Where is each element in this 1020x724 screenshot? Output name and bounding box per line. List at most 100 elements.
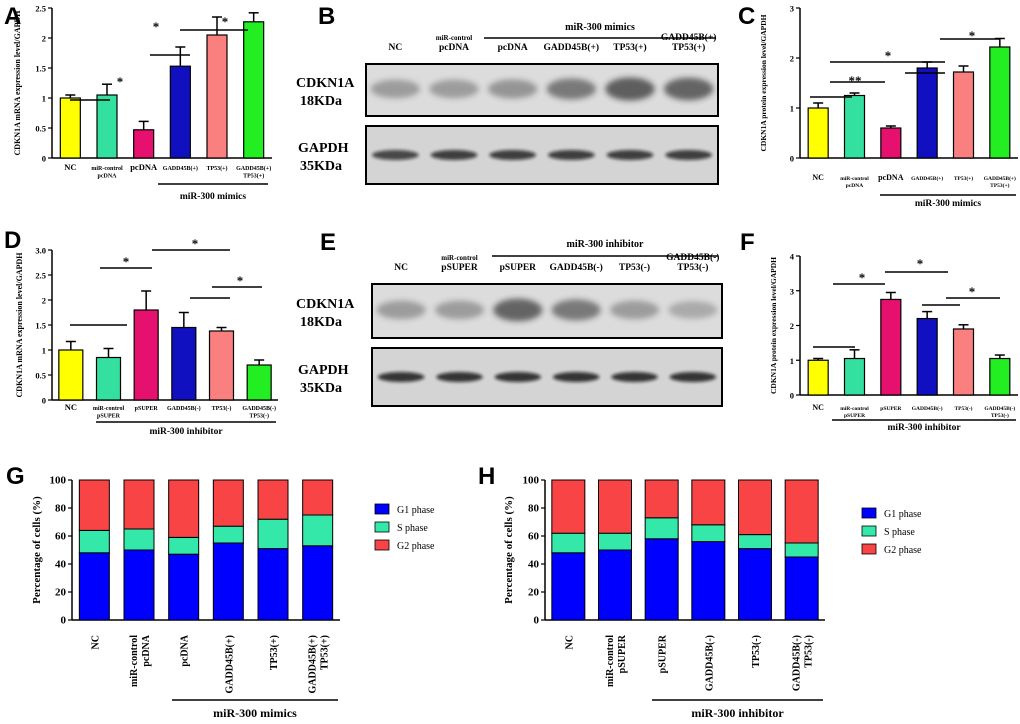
membrane-reference: [371, 347, 723, 407]
stacked-bar-segment: [644, 479, 679, 519]
legend-label: S phase: [884, 527, 915, 538]
x-tick-label: TP53(+): [990, 182, 1009, 189]
x-tick-label: NC: [65, 402, 77, 412]
y-tick-label: 0: [42, 154, 46, 164]
bar: [843, 357, 866, 396]
y-tick-label: 1: [790, 104, 794, 114]
x-tick-label: NC: [564, 635, 575, 649]
y-tick-label: 80: [528, 503, 540, 515]
x-tick-label: NC: [90, 635, 101, 649]
lane-label: pSUPER: [441, 263, 478, 273]
blot-header: miR-300 inhibitor: [567, 239, 645, 250]
stacked-bar-segment: [598, 549, 632, 621]
bar: [96, 94, 118, 159]
y-tick-label: 0.5: [35, 124, 46, 134]
y-tick-label: 80: [55, 503, 67, 515]
panel-label-g: G: [6, 463, 25, 490]
x-tick-label: pSUPER: [880, 406, 902, 412]
stacked-bar-segment: [598, 479, 632, 534]
target-size-label: 18KDa: [300, 315, 342, 330]
significance-star: *: [117, 74, 124, 89]
x-tick-label: GADD45B(-): [242, 405, 276, 412]
x-tick-label: miR-control: [129, 635, 140, 687]
x-tick-label-group: NC: [564, 635, 575, 649]
stacked-bar-segment: [78, 479, 110, 531]
y-axis-title: CDKN1A protein expression level/GAPDH: [769, 257, 778, 394]
chart-h: 0 20 40 60 80 100 Percentage of cells (%) G1 ph…: [503, 475, 922, 721]
lane-label: miR-control: [441, 254, 477, 262]
x-tick-label: miR-control: [93, 406, 125, 412]
bar: [952, 328, 975, 396]
significance-star: *: [222, 14, 229, 29]
y-tick-label: 3.0: [35, 246, 46, 256]
target-band: [376, 300, 426, 320]
legend-swatch: [374, 503, 390, 515]
significance-star: *: [237, 273, 244, 288]
x-tick-label: pSUPER: [135, 406, 159, 412]
stacked-bar-segment: [691, 541, 726, 621]
bar: [95, 356, 122, 401]
x-tick-label: TP53(-): [249, 413, 269, 420]
bar: [58, 349, 84, 401]
y-tick-label: 1: [42, 346, 46, 356]
stacked-bar-segment: [302, 545, 334, 621]
y-axis-title: CDKN1A protein expression level/GAPDH: [759, 14, 768, 151]
stacked-bar-segment: [257, 518, 289, 550]
reference-band: [547, 150, 595, 160]
bar: [916, 317, 938, 396]
target-band: [435, 300, 484, 320]
panel-label-b: B: [318, 3, 335, 30]
reference-band: [436, 372, 483, 382]
x-tick-label: GADD45B(-): [912, 405, 943, 412]
legend-swatch: [861, 507, 877, 519]
x-tick-label: pcDNA: [130, 162, 158, 172]
stacked-bar-segment: [644, 517, 679, 540]
stacked-bar-segment: [168, 553, 200, 621]
x-tick-label-group: GADD45B(-): [704, 635, 715, 691]
x-tick-label: TP53(+): [269, 635, 280, 670]
x-tick-label-group: TP53(+): [269, 635, 280, 670]
x-tick-label: miR-control: [91, 166, 123, 172]
chart-a: 0 0.5 1 1.5 2 2.5 CDKN1A mRNA expression level…: [13, 4, 272, 202]
panel-label-f: F: [740, 229, 755, 256]
lane-label: TP53(+): [672, 42, 705, 53]
x-tick-label: GADD45B(-): [792, 635, 803, 691]
target-band: [668, 301, 718, 319]
bar: [169, 65, 191, 159]
target-protein-label: CDKN1A: [296, 297, 355, 312]
x-tick-label: TP53(-): [804, 635, 815, 668]
x-tick-label: pSUPER: [97, 414, 121, 420]
bar: [843, 94, 866, 159]
bar: [133, 129, 155, 159]
panel-label-c: C: [738, 3, 755, 30]
target-band: [664, 77, 714, 101]
x-tick-label: pSUPER: [844, 413, 866, 419]
x-tick-label: GADD45B(+): [308, 635, 319, 693]
legend-label: G2 phase: [884, 545, 922, 556]
target-band: [610, 300, 659, 320]
lane-label: TP53(-): [619, 262, 650, 273]
x-tick-label-group: GADD45B(+): [224, 635, 235, 693]
y-tick-label: 0: [790, 391, 794, 401]
y-tick-label: 2.5: [35, 4, 46, 14]
bar: [133, 309, 159, 401]
chart-c: 0 1 2 3 CDKN1A protein expression level/GAPD…: [759, 4, 1018, 209]
y-tick-label: 20: [55, 587, 67, 599]
y-tick-label: 2: [42, 34, 46, 44]
legend-label: G2 phase: [397, 541, 435, 552]
group-label: miR-300 inhibitor: [887, 423, 961, 433]
y-tick-label: 1.5: [35, 64, 46, 74]
stacked-bar-segment: [738, 548, 772, 621]
lane-label: TP53(-): [677, 262, 708, 273]
y-axis-title: CDKN1A mRNA expression level/GAPDH: [13, 10, 22, 156]
significance-star: *: [859, 270, 866, 285]
significance-star: *: [917, 256, 924, 271]
x-tick-label-group: miR-control pSUPER: [605, 634, 628, 687]
reference-band: [494, 372, 542, 382]
lane-label: miR-control: [436, 34, 472, 42]
panel-label-a: A: [4, 3, 21, 30]
x-tick-label: TP53(+): [206, 165, 227, 172]
bar: [246, 364, 272, 401]
significance-star: *: [969, 28, 976, 43]
